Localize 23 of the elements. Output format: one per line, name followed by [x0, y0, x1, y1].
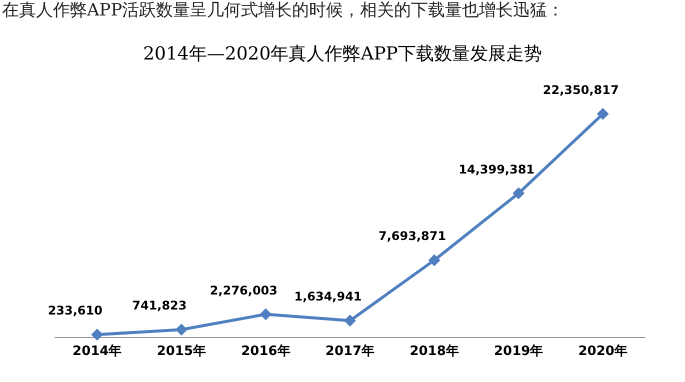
data-label: 2,276,003 [210, 283, 278, 298]
x-tick-label: 2018年 [410, 344, 459, 359]
x-tick-label: 2014年 [72, 344, 122, 359]
point [596, 108, 609, 120]
data-label: 7,693,871 [378, 229, 446, 244]
data-label: 741,823 [132, 298, 187, 313]
point [260, 308, 272, 320]
point [512, 187, 525, 200]
data-label: 1,634,941 [294, 290, 362, 304]
x-tick-label: 2015年 [156, 344, 206, 359]
data-label: 22,350,817 [542, 82, 619, 97]
point [175, 324, 188, 336]
x-tick-label: 2019年 [494, 344, 544, 359]
text: 在真人作弊APP活跃数量呈几何式增长的时候，相关的下载量也增长迅猛： [2, 0, 564, 20]
point [344, 314, 356, 327]
data-label: 14,399,381 [458, 162, 535, 176]
point [91, 328, 104, 341]
chart-title: 2014年—2020年真人作弊APP下载数量发展走势 [143, 44, 542, 64]
x-tick-label: 2016年 [241, 344, 290, 359]
point [428, 254, 440, 266]
x-tick-label: 2017年 [325, 344, 375, 359]
x-tick-label: 2020年 [578, 344, 628, 359]
data-label: 233,610 [48, 304, 102, 318]
